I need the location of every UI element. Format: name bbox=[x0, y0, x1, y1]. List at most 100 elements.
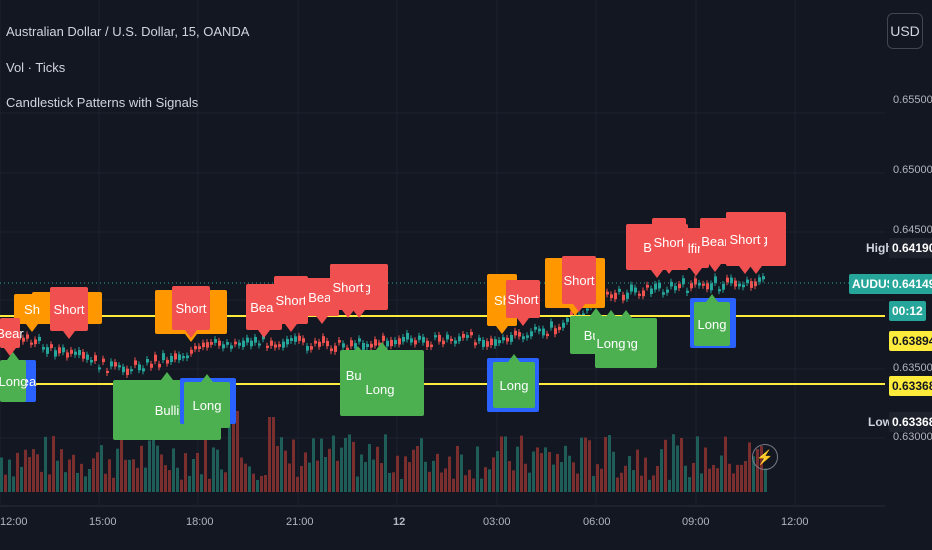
volume-bar bbox=[300, 466, 303, 492]
candle bbox=[26, 334, 29, 339]
candle bbox=[614, 292, 617, 300]
candle bbox=[322, 336, 325, 343]
candle bbox=[622, 294, 625, 301]
volume-bar bbox=[4, 474, 7, 492]
candle bbox=[414, 340, 417, 345]
volume-bar bbox=[648, 479, 651, 492]
signal-label-short: Short bbox=[563, 273, 594, 288]
candle bbox=[534, 326, 537, 330]
volume-bar bbox=[416, 445, 419, 492]
signal-label-bulli: Bulli bbox=[155, 403, 180, 418]
volume-bar bbox=[168, 470, 171, 492]
volume-bar bbox=[620, 472, 623, 492]
candle bbox=[366, 344, 369, 348]
volume-bar bbox=[352, 441, 355, 492]
volume-bar bbox=[716, 468, 719, 492]
volume-bar bbox=[752, 456, 755, 492]
candle bbox=[22, 337, 25, 342]
candle bbox=[154, 354, 157, 362]
candle bbox=[78, 350, 81, 356]
label-pointer bbox=[750, 266, 762, 274]
label-pointer bbox=[201, 374, 213, 382]
high-tag-value: 0.64190 bbox=[889, 238, 932, 258]
signal-labels: arShShortBeareaLongarShortBulliLongLongB… bbox=[0, 212, 786, 440]
candle bbox=[42, 347, 45, 350]
pattern-indicator-label[interactable]: Candlestick Patterns with Signals bbox=[6, 95, 199, 110]
candle bbox=[638, 293, 641, 296]
volume-bar bbox=[624, 465, 627, 492]
volume-bar bbox=[576, 473, 579, 492]
volume-bar bbox=[484, 467, 487, 492]
candle bbox=[114, 362, 117, 367]
volume-bar bbox=[584, 437, 587, 492]
volume-bar bbox=[76, 472, 79, 492]
volume-bar bbox=[692, 462, 695, 492]
signal-label-bear: Bear bbox=[0, 326, 24, 341]
volume-bar bbox=[596, 464, 599, 492]
candle bbox=[238, 342, 241, 346]
volume-bar bbox=[560, 462, 563, 492]
candle bbox=[518, 332, 521, 337]
currency-button[interactable]: USD bbox=[887, 13, 923, 49]
volume-bar bbox=[80, 463, 83, 492]
candle bbox=[586, 308, 589, 311]
candle bbox=[710, 283, 713, 291]
candle bbox=[106, 370, 109, 374]
volume-bar bbox=[652, 475, 655, 492]
candle bbox=[706, 283, 709, 290]
volume-bar bbox=[728, 463, 731, 492]
volume-bar bbox=[0, 457, 3, 492]
signal-label-short: Short bbox=[275, 293, 306, 308]
volume-bar bbox=[308, 462, 311, 492]
time-tick: 12:00 bbox=[781, 516, 809, 528]
signal-label-box bbox=[726, 212, 764, 266]
candle bbox=[282, 341, 285, 348]
label-pointer bbox=[353, 310, 365, 318]
volume-bar bbox=[296, 476, 299, 492]
label-pointer bbox=[7, 352, 19, 360]
candle bbox=[234, 341, 237, 345]
candle bbox=[606, 291, 609, 295]
volume-bar bbox=[496, 451, 499, 492]
signal-label-long: Long bbox=[500, 378, 529, 393]
volume-bar bbox=[180, 479, 183, 492]
candle bbox=[270, 340, 273, 346]
volume-bar bbox=[552, 464, 555, 492]
signal-label-bear: Bear bbox=[308, 290, 336, 305]
signal-label-sh: Sh bbox=[494, 293, 510, 308]
candle bbox=[162, 353, 165, 361]
volume-indicator-label[interactable]: Vol · Ticks bbox=[6, 60, 66, 75]
volume-bar bbox=[64, 472, 67, 492]
volume-bar bbox=[656, 465, 659, 492]
candle bbox=[462, 333, 465, 338]
label-pointer bbox=[161, 372, 173, 380]
candle bbox=[370, 343, 373, 348]
volume-bar bbox=[388, 472, 391, 492]
volume-bar bbox=[664, 439, 667, 492]
candle bbox=[102, 358, 105, 363]
volume-bar bbox=[324, 457, 327, 492]
candle bbox=[750, 281, 753, 288]
candle bbox=[666, 289, 669, 293]
candle bbox=[70, 349, 73, 354]
candle bbox=[510, 334, 513, 342]
candle bbox=[730, 277, 733, 284]
volume-bar bbox=[432, 460, 435, 492]
candle bbox=[570, 311, 573, 318]
candle bbox=[306, 346, 309, 351]
time-tick: 15:00 bbox=[89, 516, 117, 528]
label-pointer bbox=[663, 266, 675, 274]
price-tick: 0.63500 bbox=[893, 362, 932, 374]
volume-bar bbox=[460, 454, 463, 492]
volume-bar bbox=[720, 455, 723, 492]
volume-bar bbox=[72, 454, 75, 492]
signal-label-short: Short bbox=[53, 302, 84, 317]
candle bbox=[514, 330, 517, 336]
symbol-title[interactable]: Australian Dollar / U.S. Dollar, 15, OAN… bbox=[6, 24, 250, 39]
time-tick: 06:00 bbox=[583, 516, 611, 528]
flash-icon[interactable]: ⚡ bbox=[752, 444, 778, 470]
volume-bar bbox=[88, 469, 91, 492]
candle bbox=[758, 277, 761, 282]
level-tag-2: 0.63368 bbox=[889, 376, 932, 396]
